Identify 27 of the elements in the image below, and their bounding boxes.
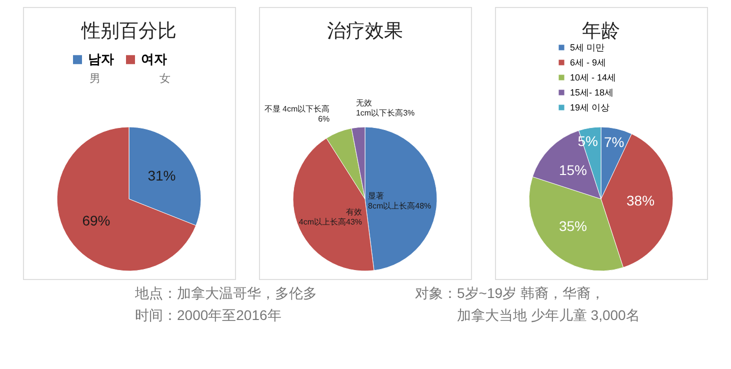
data-label: 7% [604,134,624,150]
legend-label: 남자 [88,52,114,67]
legend-label: 5세 미만 [570,42,605,52]
data-label: 31% [148,168,176,184]
data-label: 15% [558,162,588,178]
chart-title: 治疗效果 [327,21,403,42]
text: 男 [90,73,100,85]
text: 加拿大当地 少年儿童 3,000名 [457,307,640,323]
slice-label: 无效 1cm以下长高3% [356,98,415,118]
data-label: 35% [558,218,588,234]
slice-label: 不显 4cm以下长高 [264,104,330,114]
legend-label: 여자 [141,52,167,67]
data-label: 6% [318,114,330,124]
legend-label: 15세- 18세 [570,88,614,98]
legend-label: 10세 - 14세 [570,72,616,82]
data-label: 38% [626,192,655,208]
text: 对象：5岁~19岁 韩裔，华裔， [415,285,604,301]
slice-label: 有效 4cm以上长高43% [298,207,362,226]
text: 地点：加拿大温哥华，多伦多 [134,285,317,301]
text: 女 [160,73,170,85]
legend-label: 19세 이상 [570,102,610,112]
chart-title: 年龄 [582,21,620,42]
text: 时间：2000年至2016年 [135,307,282,323]
data-label: 69% [82,212,110,228]
slice-label: 显著 8cm以上长高48% [368,192,432,211]
legend-label: 6세 - 9세 [570,58,606,68]
chart-title: 性别百分比 [80,21,176,42]
